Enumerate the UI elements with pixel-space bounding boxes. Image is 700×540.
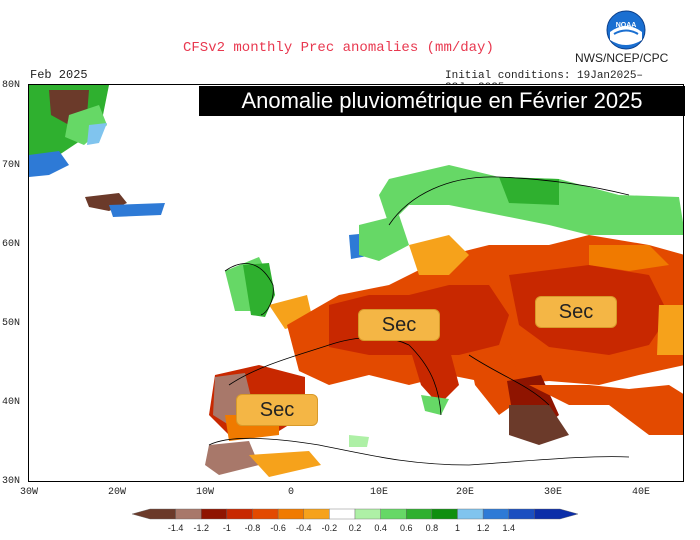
colorbar-tick-label: -0.6 — [270, 523, 286, 533]
anomaly-map — [28, 84, 684, 482]
colorbar-tick-label: 1 — [455, 523, 460, 533]
forecast-month: Feb 2025 — [30, 68, 88, 82]
map-canvas — [29, 85, 683, 477]
lon-tick-20e: 20E — [456, 487, 475, 498]
lat-tick-60n: 60N — [2, 239, 21, 250]
greenland-region — [29, 85, 109, 177]
colorbar: -1.4 -1.2 -1 -0.8 -0.6 -0.4 -0.2 0.2 0.4 0.6 0.8 1 1… — [131, 508, 579, 533]
iceland-region — [85, 193, 165, 217]
italy-balkans-region — [349, 345, 683, 447]
map-title: CFSv2 monthly Prec anomalies (mm/day) — [183, 40, 494, 56]
colorbar-tick-label: 0.2 — [349, 523, 362, 533]
map-banner: Anomalie pluviométrique en Février 2025 — [199, 86, 685, 116]
colorbar-swatch — [303, 508, 330, 520]
colorbar-tick-label: 0.6 — [400, 523, 413, 533]
lon-tick-40e: 40E — [632, 487, 651, 498]
colorbar-tick-label: 1.4 — [502, 523, 515, 533]
lon-tick-20w: 20W — [108, 487, 127, 498]
colorbar-swatch — [277, 508, 304, 520]
noaa-logo: NOAA — [606, 10, 646, 50]
lat-tick-30n: 30N — [2, 476, 21, 487]
colorbar-swatch — [201, 508, 228, 520]
lat-tick-50n: 50N — [2, 318, 21, 329]
lon-tick-10w: 10W — [196, 487, 215, 498]
colorbar-tick-label: -0.8 — [245, 523, 261, 533]
colorbar-swatch — [508, 508, 535, 520]
colorbar-swatch — [534, 508, 579, 520]
dry-label-central: Sec — [358, 309, 440, 341]
colorbar-swatch — [226, 508, 253, 520]
colorbar-swatch — [252, 508, 279, 520]
colorbar-tick-label: -1 — [223, 523, 231, 533]
dry-label-west: Sec — [236, 394, 318, 426]
lat-tick-70n: 70N — [2, 160, 21, 171]
colorbar-tick-label: -1.4 — [168, 523, 184, 533]
colorbar-swatch — [380, 508, 407, 520]
colorbar-tick-label: 0.8 — [426, 523, 439, 533]
colorbar-swatch — [354, 508, 381, 520]
colorbar-tick-label: -1.2 — [193, 523, 209, 533]
lat-tick-80n: 80N — [2, 80, 21, 91]
colorbar-swatch — [482, 508, 509, 520]
scandinavia-region — [349, 165, 683, 261]
colorbar-tick-label: 1.2 — [477, 523, 490, 533]
lon-tick-0: 0 — [288, 487, 295, 498]
colorbar-swatch — [457, 508, 484, 520]
noaa-logo-text: NOAA — [616, 22, 637, 29]
colorbar-swatch — [329, 508, 356, 520]
lon-tick-30w: 30W — [20, 487, 39, 498]
lon-tick-10e: 10E — [370, 487, 389, 498]
colorbar-swatch — [431, 508, 458, 520]
lon-tick-30e: 30E — [544, 487, 563, 498]
colorbar-tick-label: -0.4 — [296, 523, 312, 533]
lat-tick-40n: 40N — [2, 397, 21, 408]
dry-label-east: Sec — [535, 296, 617, 328]
colorbar-tick-label: 0.4 — [374, 523, 387, 533]
agency-label: NWS/NCEP/CPC — [575, 51, 669, 65]
colorbar-swatch — [406, 508, 433, 520]
colorbar-swatch — [131, 508, 176, 520]
colorbar-swatch — [175, 508, 202, 520]
colorbar-tick-label: -0.2 — [322, 523, 338, 533]
